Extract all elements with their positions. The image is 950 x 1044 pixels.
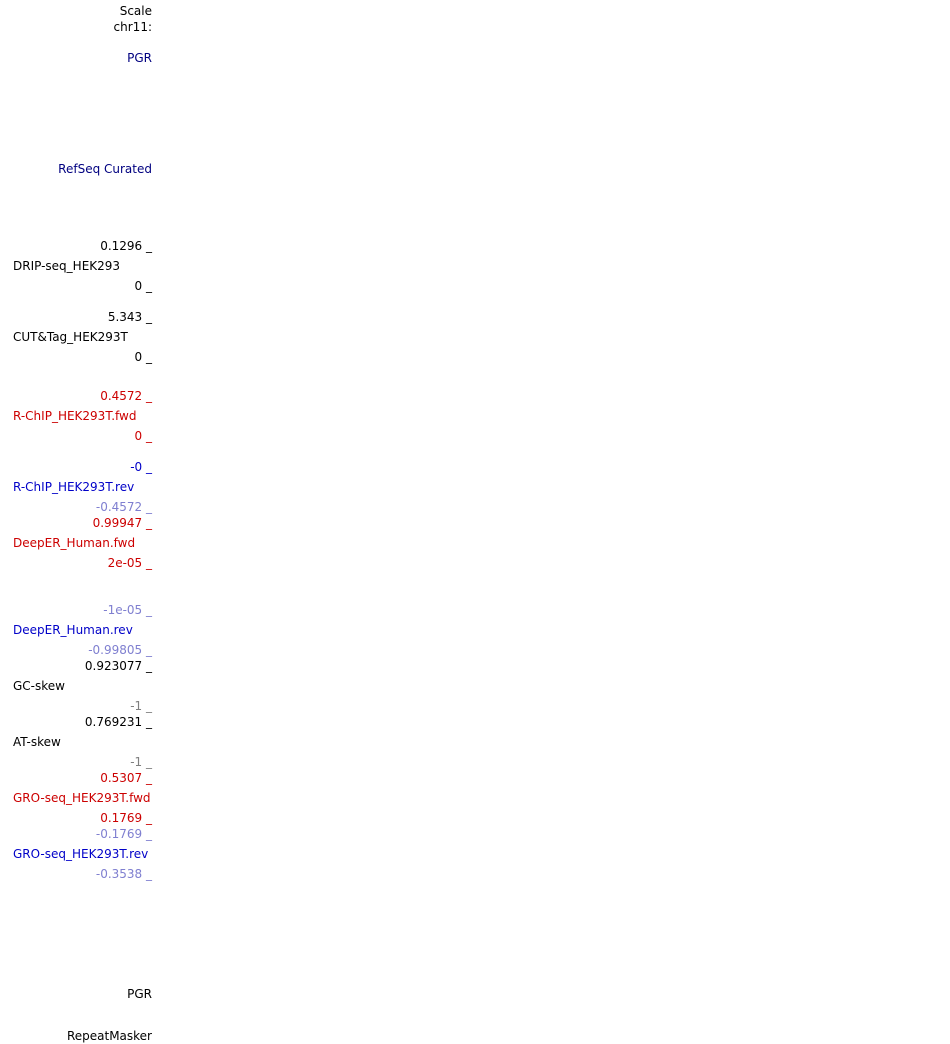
scale-label: Scale [119, 4, 152, 18]
track-label-refseq-curated[interactable]: RefSeq Curated [58, 162, 152, 176]
deeper-fwd-min-value: 2e-05 _ [107, 556, 152, 570]
rchip-fwd-min-value: 0 _ [134, 429, 152, 443]
gc-skew-min-value: -1 _ [130, 699, 152, 713]
chromosome-label: chr11: [113, 20, 152, 34]
at-skew-min-value: -1 _ [130, 755, 152, 769]
gene-label-pgr-bottom[interactable]: PGR [127, 987, 152, 1001]
deeper-rev-min-value: -0.99805 _ [88, 643, 152, 657]
rchip-rev-min-value: -0.4572 _ [95, 500, 152, 514]
gro-fwd-min-value: 0.1769 _ [100, 811, 152, 825]
gro-rev-min-value: -0.3538 _ [95, 867, 152, 881]
deeper-fwd-max-value: 0.99947 _ [92, 516, 152, 530]
track-label-drip-seq[interactable]: DRIP-seq_HEK293 [13, 259, 121, 273]
track-label-rchip-rev[interactable]: R-ChIP_HEK293T.rev [13, 480, 135, 494]
gro-rev-max-value: -0.1769 _ [95, 827, 152, 841]
track-label-repeatmasker[interactable]: RepeatMasker [66, 1029, 152, 1043]
gc-skew-max-value: 0.923077 _ [84, 659, 152, 673]
gro-fwd-max-value: 0.5307 _ [100, 771, 152, 785]
gene-label-pgr[interactable]: PGR [127, 51, 152, 65]
drip-min-value: 0 _ [134, 279, 152, 293]
rchip-fwd-max-value: 0.4572 _ [100, 389, 152, 403]
track-label-deeper-rev[interactable]: DeepER_Human.rev [13, 623, 133, 637]
track-label-gro-rev[interactable]: GRO-seq_HEK293T.rev [13, 847, 149, 861]
rchip-rev-max-value: -0 _ [130, 460, 152, 474]
track-label-deeper-fwd[interactable]: DeepER_Human.fwd [13, 536, 136, 550]
deeper-rev-max-value: -1e-05 _ [103, 603, 152, 617]
cuttag-max-value: 5.343 _ [107, 310, 152, 324]
drip-max-value: 0.1296 _ [100, 239, 152, 253]
cuttag-min-value: 0 _ [134, 350, 152, 364]
track-label-at-skew[interactable]: AT-skew [13, 735, 61, 749]
track-label-cuttag[interactable]: CUT&Tag_HEK293T [13, 330, 128, 344]
at-skew-max-value: 0.769231 _ [84, 715, 152, 729]
track-label-gc-skew[interactable]: GC-skew [13, 679, 65, 693]
track-label-gro-fwd[interactable]: GRO-seq_HEK293T.fwd [13, 791, 151, 805]
track-label-rchip-fwd[interactable]: R-ChIP_HEK293T.fwd [13, 409, 137, 423]
